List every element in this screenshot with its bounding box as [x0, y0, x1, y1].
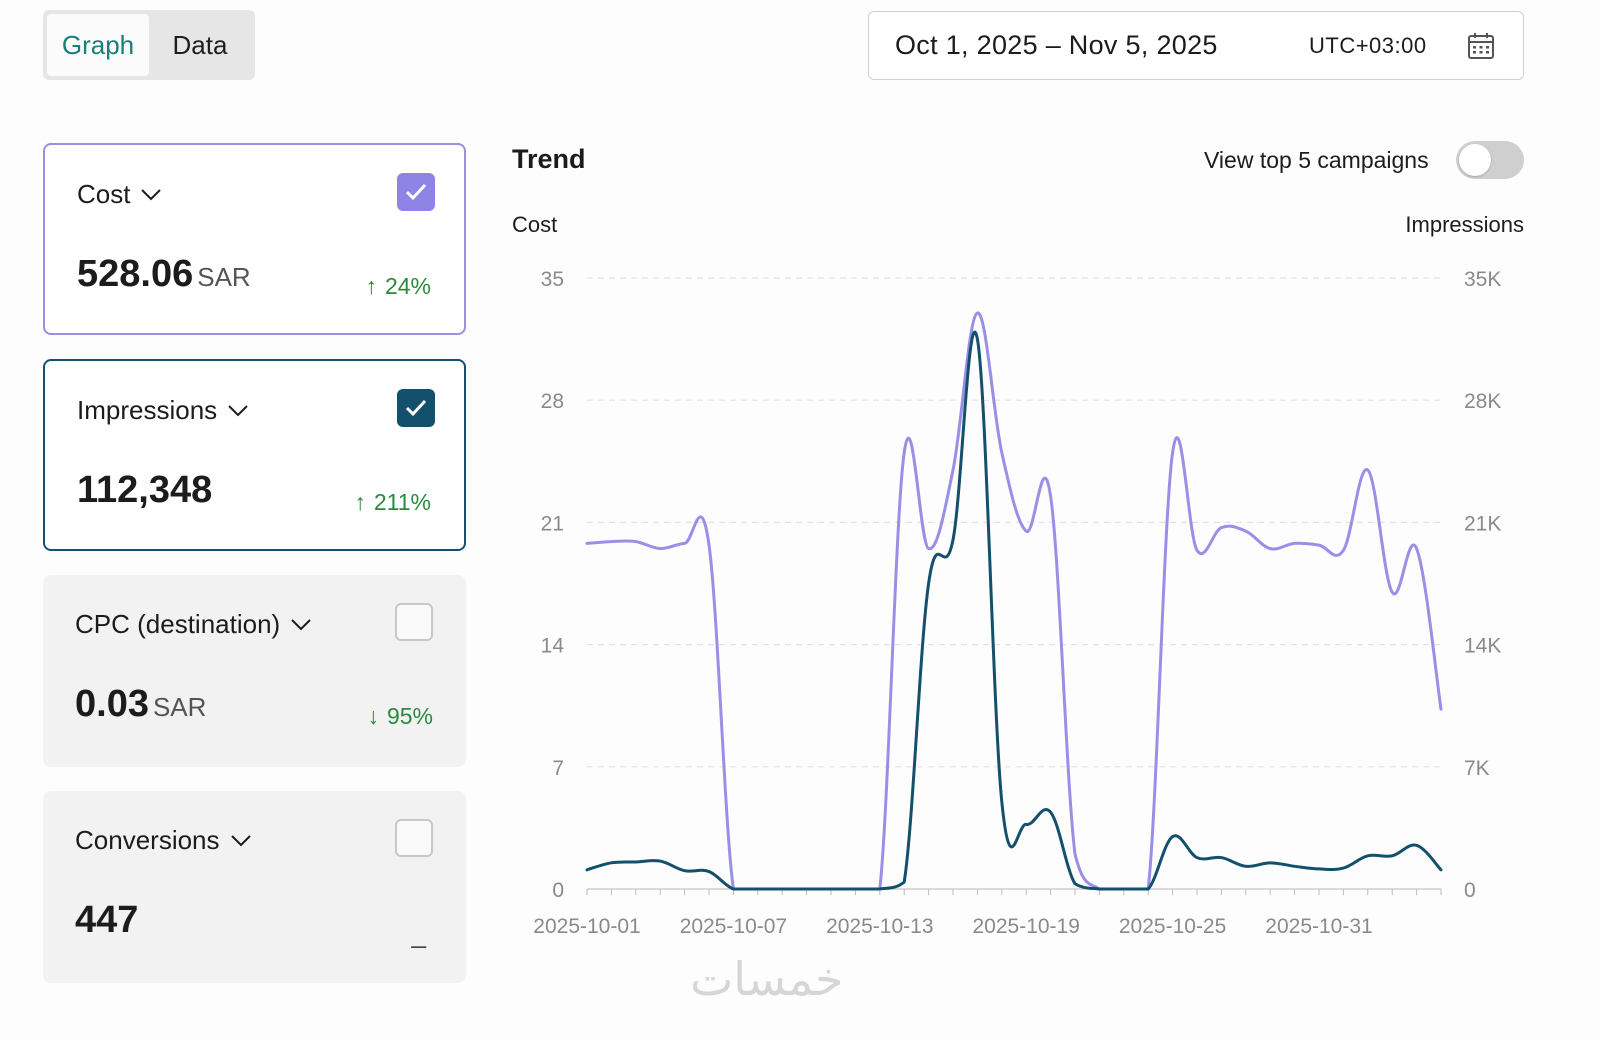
metric-dropdown-conversions[interactable]: Conversions [75, 825, 252, 856]
chevron-down-icon [230, 834, 251, 846]
date-range-picker[interactable]: Oct 1, 2025 – Nov 5, 2025 UTC+03:00 [868, 11, 1524, 80]
metric-card-cpc[interactable]: CPC (destination) 0.03 SAR ↓ 95% [43, 575, 466, 767]
metric-change: _ [411, 919, 426, 949]
metric-card-cost[interactable]: Cost 528.06 SAR ↑ 24% [43, 143, 466, 335]
tab-graph[interactable]: Graph [47, 14, 149, 76]
timezone-text: UTC+03:00 [1309, 32, 1427, 58]
left-tick-label: 28 [541, 390, 564, 413]
x-tick-label: 2025-10-01 [533, 915, 640, 938]
watermark: خمسات [690, 952, 844, 1006]
metric-dropdown-impressions[interactable]: Impressions [77, 395, 249, 426]
right-tick-label: 7K [1464, 757, 1490, 780]
metric-change-value: 95% [386, 703, 433, 729]
view-tabs: Graph Data [43, 10, 255, 80]
right-tick-label: 0 [1464, 879, 1476, 902]
metric-value: 528.06 SAR [77, 253, 251, 296]
arrow-up-icon: ↑ [354, 489, 366, 515]
left-tick-label: 21 [541, 512, 564, 535]
right-tick-label: 21K [1464, 512, 1501, 535]
left-tick-label: 0 [552, 879, 564, 902]
calendar-icon[interactable] [1466, 31, 1496, 61]
check-icon [405, 399, 427, 417]
right-axis-title: Impressions [1405, 212, 1524, 237]
metric-checkbox-conversions[interactable] [395, 819, 433, 857]
x-tick-label: 2025-10-13 [826, 915, 933, 938]
left-tick-label: 7 [552, 757, 564, 780]
chevron-down-icon [291, 618, 311, 630]
chevron-down-icon [141, 188, 162, 200]
chevron-down-icon [228, 404, 248, 416]
series-line-cost [585, 311, 1443, 891]
check-icon [405, 183, 427, 201]
metric-value: 112,348 [77, 469, 213, 511]
right-tick-label: 35K [1464, 268, 1501, 291]
arrow-down-icon: ↓ [367, 703, 379, 729]
metric-title: Impressions [77, 395, 218, 425]
trend-chart: 0 0 7 7K 14 14K 21 21K 28 28K 35 35K 2025-10-01 2025-… [533, 268, 1501, 938]
x-tick-label: 2025-10-07 [680, 915, 787, 938]
metric-change: ↑ 24% [365, 273, 431, 300]
trend-title: Trend [512, 144, 586, 174]
metric-dropdown-cost[interactable]: Cost [77, 179, 162, 210]
metric-change-value: 211% [373, 489, 431, 515]
x-tick-label: 2025-10-31 [1265, 915, 1372, 938]
left-axis-title: Cost [512, 212, 558, 237]
metric-title: Cost [77, 179, 131, 209]
arrow-up-icon: ↑ [365, 273, 377, 299]
series-line-impressions [585, 330, 1443, 891]
right-tick-label: 28K [1464, 390, 1501, 413]
tab-data[interactable]: Data [172, 29, 228, 60]
right-tick-label: 14K [1464, 635, 1501, 658]
left-tick-label: 35 [541, 268, 564, 291]
metric-unit: SAR [197, 262, 251, 292]
metric-change: ↓ 95% [367, 703, 433, 730]
metric-change: ↑ 211% [354, 489, 431, 516]
metric-checkbox-cpc[interactable] [395, 603, 433, 641]
metric-value: 0.03 SAR [75, 683, 206, 726]
metric-card-conversions[interactable]: Conversions 447 _ [43, 791, 466, 983]
x-tick-label: 2025-10-19 [972, 915, 1079, 938]
top-campaigns-toggle-label: View top 5 campaigns [1204, 147, 1429, 173]
metric-checkbox-cost[interactable] [397, 173, 435, 211]
left-tick-label: 14 [541, 635, 565, 658]
top-campaigns-toggle[interactable] [1456, 141, 1524, 179]
x-tick-label: 2025-10-25 [1119, 915, 1226, 938]
toggle-knob [1459, 144, 1491, 176]
metric-unit: SAR [152, 692, 207, 722]
metric-checkbox-impressions[interactable] [397, 389, 435, 427]
metric-change-value: 24% [384, 273, 431, 299]
metric-title: Conversions [75, 825, 220, 855]
metric-dropdown-cpc[interactable]: CPC (destination) [75, 609, 312, 640]
metric-value-number: 0.03 [75, 683, 149, 725]
date-range-text: Oct 1, 2025 – Nov 5, 2025 [895, 30, 1218, 60]
metric-card-impressions[interactable]: Impressions 112,348 ↑ 211% [43, 359, 466, 551]
metric-value-number: 528.06 [77, 253, 194, 295]
metric-title: CPC (destination) [75, 609, 281, 639]
metric-value: 447 [75, 899, 139, 941]
